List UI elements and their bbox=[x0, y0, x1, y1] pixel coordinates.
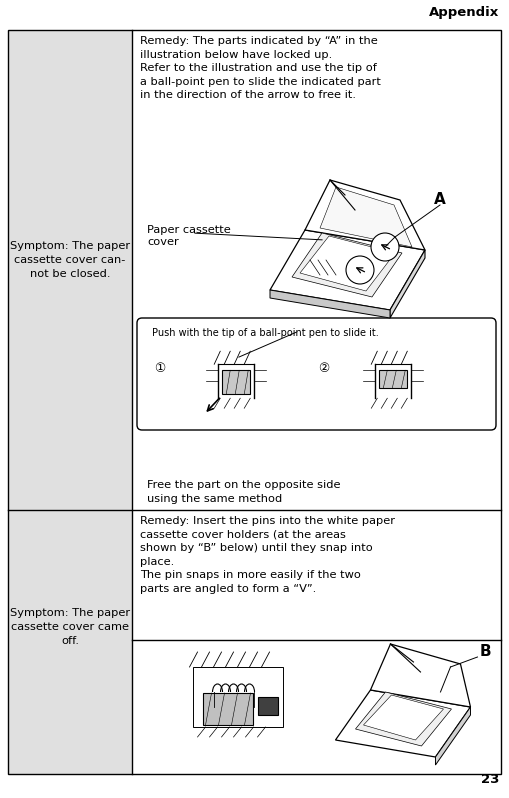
Polygon shape bbox=[320, 187, 412, 247]
Circle shape bbox=[371, 233, 399, 261]
Polygon shape bbox=[436, 707, 470, 765]
Text: Symptom: The paper
cassette cover can-
not be closed.: Symptom: The paper cassette cover can- n… bbox=[10, 241, 130, 279]
Text: A: A bbox=[434, 192, 446, 207]
Bar bbox=[8, 510, 132, 774]
Polygon shape bbox=[305, 180, 425, 250]
Bar bbox=[222, 370, 250, 394]
Circle shape bbox=[346, 256, 374, 284]
Polygon shape bbox=[355, 692, 451, 746]
Text: Remedy: Insert the pins into the white paper
cassette cover holders (at the area: Remedy: Insert the pins into the white p… bbox=[140, 516, 395, 594]
Bar bbox=[8, 30, 132, 510]
Polygon shape bbox=[192, 667, 282, 727]
Polygon shape bbox=[270, 290, 390, 318]
Polygon shape bbox=[300, 236, 395, 291]
Text: ②: ② bbox=[318, 362, 329, 375]
FancyBboxPatch shape bbox=[137, 318, 496, 430]
Text: Appendix: Appendix bbox=[429, 6, 499, 19]
Text: ①: ① bbox=[154, 362, 165, 375]
Text: Paper cassette
cover: Paper cassette cover bbox=[147, 225, 231, 247]
Text: Symptom: The paper
cassette cover came
off.: Symptom: The paper cassette cover came o… bbox=[10, 608, 130, 646]
Text: Push with the tip of a ball-point pen to slide it.: Push with the tip of a ball-point pen to… bbox=[152, 328, 379, 338]
Text: Free the part on the opposite side
using the same method: Free the part on the opposite side using… bbox=[147, 480, 341, 504]
Text: Remedy: The parts indicated by “A” in the
illustration below have locked up.
Ref: Remedy: The parts indicated by “A” in th… bbox=[140, 36, 381, 101]
Bar bbox=[203, 693, 252, 725]
Polygon shape bbox=[371, 644, 470, 707]
Text: B: B bbox=[479, 645, 491, 659]
Text: 23: 23 bbox=[480, 773, 499, 786]
Bar bbox=[379, 370, 407, 389]
Polygon shape bbox=[335, 690, 470, 757]
Polygon shape bbox=[270, 230, 425, 310]
Polygon shape bbox=[390, 250, 425, 318]
Polygon shape bbox=[292, 233, 402, 297]
Bar bbox=[258, 697, 277, 715]
Polygon shape bbox=[363, 695, 443, 740]
